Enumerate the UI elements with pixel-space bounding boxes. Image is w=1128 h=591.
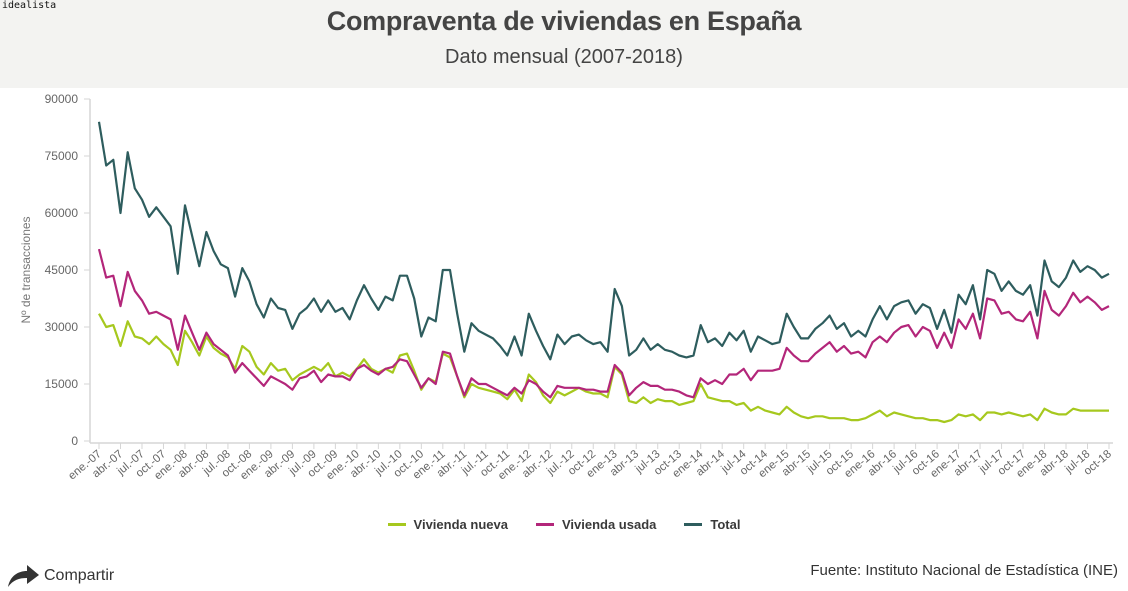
share-arrow-icon	[8, 565, 39, 587]
legend-label-total: Total	[710, 517, 741, 532]
brand-label: idealista	[2, 0, 57, 11]
legend-swatch-nueva	[387, 523, 406, 526]
chart-subtitle: Dato mensual (2007-2018)	[445, 46, 683, 68]
series-line-total	[97, 121, 1110, 361]
chart-title: Compraventa de viviendas en España	[326, 6, 802, 36]
source-note: Fuente: Instituto Nacional de Estadístic…	[810, 562, 1118, 579]
y-tick-label: 0	[71, 434, 78, 448]
series-line-nueva	[98, 313, 1109, 424]
legend-swatch-usada	[535, 523, 554, 526]
series-group	[97, 121, 1110, 424]
y-tick-label: 15000	[45, 377, 79, 391]
legend-item-nueva[interactable]: Vivienda nueva	[387, 517, 508, 532]
legend-label-usada: Vivienda usada	[561, 517, 657, 532]
line-chart: 0 15000 30000 45000 60000 75000 90000 ene.-07a…	[19, 92, 1114, 482]
y-axis-label: Nº de transacciones	[19, 216, 33, 323]
legend-swatch-total	[684, 523, 703, 526]
y-axis: 0 15000 30000 45000 60000 75000 90000	[45, 92, 91, 448]
chart-header: Compraventa de viviendas en España Dato …	[0, 0, 1128, 88]
y-tick-label: 75000	[45, 149, 79, 163]
x-axis: ene.-07abr.-07jul.-07oct.-07ene.-08abr.-…	[66, 442, 1114, 482]
chart-legend: Vivienda nueva Vivienda usada Total	[0, 517, 1128, 532]
y-tick-label: 45000	[45, 263, 79, 277]
y-tick-label: 30000	[45, 320, 79, 334]
y-tick-label: 60000	[45, 206, 79, 220]
legend-label-nueva: Vivienda nueva	[413, 517, 508, 532]
share-button[interactable]: Compartir	[6, 564, 114, 588]
legend-item-usada[interactable]: Vivienda usada	[535, 517, 657, 532]
share-label: Compartir	[44, 567, 115, 584]
legend-item-total[interactable]: Total	[684, 517, 740, 532]
y-tick-label: 90000	[45, 92, 79, 106]
series-line-usada	[97, 248, 1110, 399]
